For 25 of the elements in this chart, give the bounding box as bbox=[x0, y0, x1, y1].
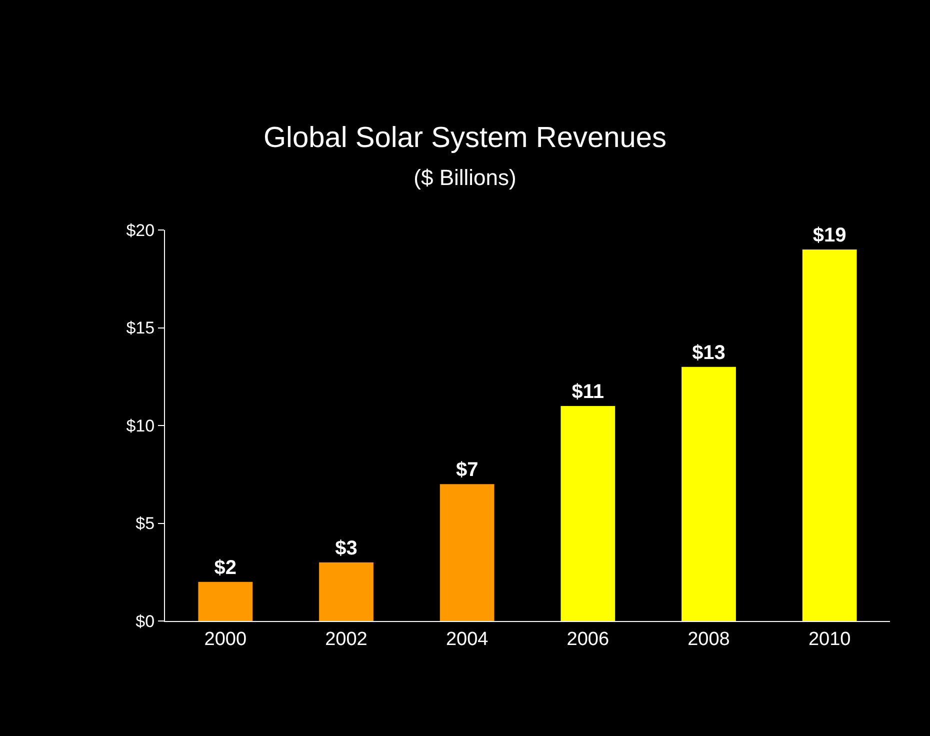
bar bbox=[802, 250, 857, 621]
bar bbox=[319, 562, 374, 621]
data-label: $19 bbox=[812, 224, 846, 247]
y-tick-label: $5 bbox=[136, 514, 155, 534]
y-tick-label: $20 bbox=[126, 220, 155, 240]
x-tick-label: 2008 bbox=[688, 628, 730, 650]
x-tick-label: 2000 bbox=[204, 628, 247, 650]
data-label: $11 bbox=[572, 380, 604, 403]
bar bbox=[198, 582, 253, 621]
x-tick-label: 2010 bbox=[808, 628, 851, 650]
y-tick-label: $10 bbox=[126, 416, 155, 436]
chart-title: Global Solar System Revenues bbox=[264, 122, 666, 154]
x-tick-label: 2002 bbox=[325, 628, 368, 650]
bar bbox=[682, 366, 736, 621]
data-label: $3 bbox=[335, 537, 358, 560]
data-label: $7 bbox=[456, 459, 478, 482]
bar bbox=[560, 406, 616, 621]
data-label: $2 bbox=[214, 556, 237, 579]
data-label: $13 bbox=[692, 342, 726, 364]
y-tick-label: $0 bbox=[136, 612, 155, 631]
chart-subtitle: ($ Billions) bbox=[414, 164, 516, 190]
x-tick-label: 2006 bbox=[566, 628, 610, 650]
x-tick-label: 2004 bbox=[446, 628, 489, 650]
y-tick-label: $15 bbox=[126, 318, 155, 338]
bar bbox=[440, 484, 494, 621]
